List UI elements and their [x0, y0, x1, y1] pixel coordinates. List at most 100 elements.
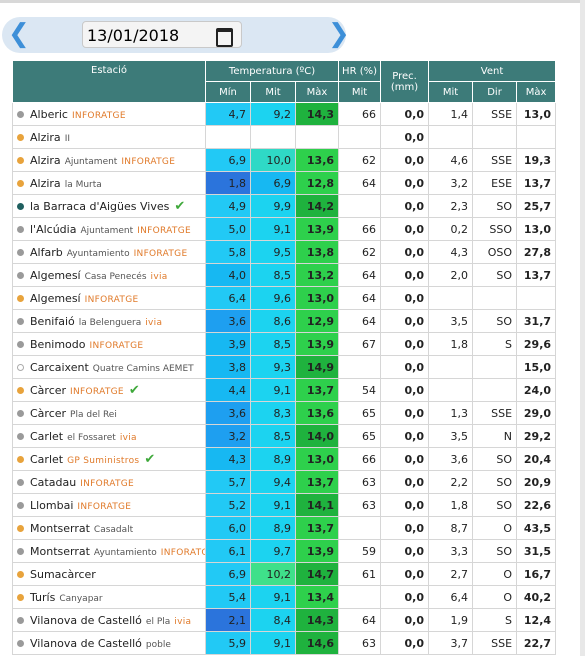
- station-row[interactable]: Alberic INFORATGE 4,7 9,2 14,3 66 0,0 1,4 SSE 13,…: [12, 102, 557, 126]
- station-row[interactable]: Carcaixent Quatre Camins AEMET 3,8 9,3 14,9 0…: [12, 355, 557, 379]
- station-row[interactable]: l'Alcúdia Ajuntament INFORATGE 5,0 9,1 13,9 66…: [12, 217, 557, 241]
- station-row[interactable]: Alzira la Murta 1,8 6,9 12,8 64 0,0 3,2 ESE 13,7: [12, 171, 557, 195]
- header-cell[interactable]: Mín: [205, 81, 251, 103]
- cell-min: 1,8: [205, 171, 251, 195]
- cell-max: 14,0: [294, 424, 340, 448]
- cell-mit: 9,5: [250, 240, 296, 264]
- station-row[interactable]: Benimodo INFORATGE 3,9 8,5 13,9 67 0,0 1,8 S 29,6: [12, 332, 557, 356]
- station-row[interactable]: Carlet GP Suministros ✔ 4,3 8,9 13,0 66 0,0 3,6 S…: [12, 447, 557, 471]
- next-day[interactable]: ❯: [328, 19, 350, 49]
- station-row[interactable]: Benifaió la Belenguera ivia 3,6 8,6 12,9 64 0,0…: [12, 309, 557, 333]
- cell-prec: 0,0: [380, 470, 430, 494]
- station-row[interactable]: Alfarb Ayuntamiento INFORATGE 5,8 9,5 13,8 62 0…: [12, 240, 557, 264]
- cell-prec: 0,0: [380, 148, 430, 172]
- station-cell: Algemesí INFORATGE: [12, 286, 206, 310]
- station-brand: INFORATGE: [160, 547, 205, 558]
- cell-hr: 64: [338, 263, 382, 287]
- status-dot: [17, 180, 24, 187]
- header-cell[interactable]: Dir: [472, 81, 518, 103]
- cell-min: 3,9: [205, 332, 251, 356]
- station-row[interactable]: Carlet el Fossaret ivia 3,2 8,5 14,0 65 0,0 3,5 N…: [12, 424, 557, 448]
- cell-prec: 0,0: [380, 562, 430, 586]
- station-row[interactable]: Turís Canyapar 5,4 9,1 13,4 0,0 6,4 O 40,2: [12, 585, 557, 609]
- header-cell[interactable]: Estació: [12, 60, 206, 103]
- cell-prec: 0,0: [380, 332, 430, 356]
- status-dot: [17, 249, 24, 256]
- cell-hr: 64: [338, 171, 382, 195]
- cell-mit: 8,5: [250, 263, 296, 287]
- station-cell: Turís Canyapar: [12, 585, 206, 609]
- cell-max: [294, 125, 340, 149]
- scrollbar[interactable]: [580, 0, 585, 656]
- station-brand: INFORATGE: [137, 225, 191, 236]
- station-cell: Alzira II: [12, 125, 206, 149]
- status-dot: [17, 548, 24, 555]
- cell-wmit: 0,2: [428, 217, 474, 241]
- station-cell: Vilanova de Castelló el Pla ivia: [12, 608, 206, 632]
- cell-hr: 63: [338, 631, 382, 655]
- station-row[interactable]: Llombai INFORATGE 5,2 9,1 14,1 63 0,0 1,8 SO 22,6: [12, 493, 557, 517]
- station-brand: INFORATGE: [77, 501, 132, 512]
- toolbar: ❮ 13/01/2018 ❯: [0, 0, 585, 61]
- cell-wmit: [428, 378, 474, 402]
- cell-prec: 0,0: [380, 263, 430, 287]
- station-brand: INFORATGE: [89, 340, 144, 351]
- station-name: Carcaixent: [30, 360, 89, 374]
- station-row[interactable]: Algemesí INFORATGE 6,4 9,6 13,0 64 0,0: [12, 286, 557, 310]
- cell-wmit: 4,6: [428, 148, 474, 172]
- cell-mit: 8,5: [250, 424, 296, 448]
- cell-min: 3,8: [205, 355, 251, 379]
- header-cell[interactable]: Mit: [338, 81, 382, 103]
- header-cell: Temperatura (ºC): [204, 60, 340, 82]
- header-cell[interactable]: Màx: [516, 81, 557, 103]
- header-cell[interactable]: Mit: [250, 81, 296, 103]
- cell-wmit: 3,3: [428, 539, 474, 563]
- cell-hr: [338, 516, 382, 540]
- cell-min: 4,4: [205, 378, 251, 402]
- cell-hr: 64: [338, 286, 382, 310]
- header-cell: Prec. (mm): [380, 60, 430, 103]
- date-input[interactable]: 13/01/2018: [82, 21, 242, 48]
- cell-max: 14,1: [294, 493, 340, 517]
- station-row[interactable]: MontserratAyuntamientoINFORATGE6,19,713,…: [12, 539, 557, 563]
- station-brand: INFORATGE: [84, 294, 139, 305]
- cell-mit: 8,9: [250, 447, 296, 471]
- cell-prec: 0,0: [380, 355, 430, 379]
- status-dot: [17, 410, 24, 417]
- cell-prec: 0,0: [380, 516, 430, 540]
- cell-mit: 8,6: [250, 309, 296, 333]
- cell-wmax: 25,7: [516, 194, 557, 218]
- calendar-icon[interactable]: [216, 28, 233, 47]
- cell-dir: SO: [472, 263, 518, 287]
- cell-min: 6,9: [205, 148, 251, 172]
- cell-prec: 0,0: [380, 424, 430, 448]
- prev-day[interactable]: ❮: [8, 19, 30, 49]
- cell-wmax: 16,7: [516, 562, 557, 586]
- station-row[interactable]: Algemesí Casa Penecés ivia 4,0 8,5 13,2 64 0,0 2…: [12, 263, 557, 287]
- cell-dir: SSE: [472, 401, 518, 425]
- station-row[interactable]: Montserrat Casadalt 6,0 8,9 13,7 0,0 8,7 O 43,5: [12, 516, 557, 540]
- cell-min: 5,0: [205, 217, 251, 241]
- station-name: Montserrat: [30, 521, 90, 535]
- station-row[interactable]: Càrcer INFORATGE ✔ 4,4 9,1 13,7 54 0,0 24,0: [12, 378, 557, 402]
- station-row[interactable]: Vilanova de Castelló poble 5,9 9,1 14,6 63 0,0…: [12, 631, 557, 655]
- cell-mit: 10,2: [250, 562, 296, 586]
- cell-wmit: 1,8: [428, 332, 474, 356]
- station-row[interactable]: Vilanova de Castelló el Pla ivia 2,1 8,4 14,3…: [12, 608, 557, 632]
- station-cell: Càrcer Pla del Rei: [12, 401, 206, 425]
- cell-wmax: 13,7: [516, 263, 557, 287]
- station-sub: Ayuntamiento: [66, 248, 130, 259]
- status-dot: [17, 226, 24, 233]
- header-cell[interactable]: Mit: [428, 81, 474, 103]
- station-brand: INFORATGE: [71, 110, 126, 121]
- header-cell[interactable]: Màx: [294, 81, 340, 103]
- station-row[interactable]: Càrcer Pla del Rei 3,6 8,3 13,6 65 0,0 1,3 SSE 29…: [12, 401, 557, 425]
- station-row[interactable]: Sumacàrcer 6,9 10,2 14,7 61 0,0 2,7 O 16,7: [12, 562, 557, 586]
- station-row[interactable]: Alzira II 0,0: [12, 125, 557, 149]
- station-row[interactable]: Catadau INFORATGE 5,7 9,4 13,7 63 0,0 2,2 SO 20,9: [12, 470, 557, 494]
- station-row[interactable]: la Barraca d'Aigües Vives ✔ 4,9 9,9 14,2 0,0 2…: [12, 194, 557, 218]
- cell-min: 3,6: [205, 309, 251, 333]
- cell-wmax: 13,0: [516, 217, 557, 241]
- station-name: Alzira: [30, 130, 61, 144]
- station-row[interactable]: Alzira Ajuntament INFORATGE 6,9 10,0 13,6 62 0,…: [12, 148, 557, 172]
